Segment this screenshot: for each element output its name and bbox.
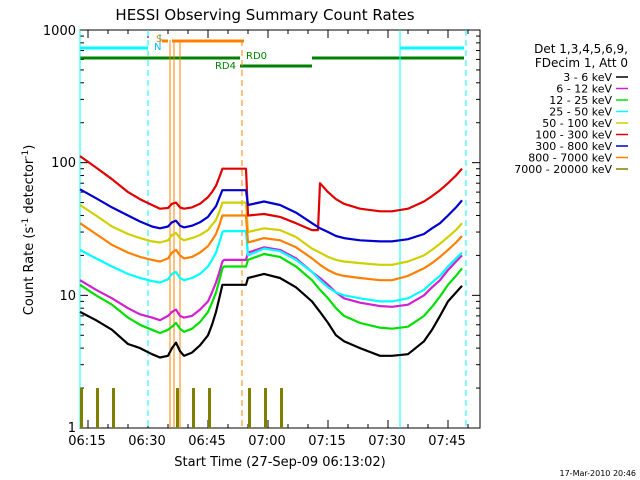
- overlay-label: RD0: [246, 51, 267, 62]
- series-line: [79, 246, 463, 322]
- x-tick-label: 07:30: [368, 434, 405, 449]
- y-tick-label: 1000: [43, 24, 76, 39]
- legend-label: 25 - 50 keV: [549, 106, 612, 119]
- series-line: [79, 214, 463, 282]
- series-line: [79, 201, 463, 266]
- legend-header-line: Det 1,3,4,5,6,9,: [534, 42, 628, 56]
- series-line: [79, 272, 463, 359]
- legend-label: 3 - 6 keV: [563, 71, 612, 84]
- y-axis-labels: 1000 100 10 1: [43, 24, 76, 436]
- series-bar: [96, 388, 99, 428]
- legend-label: 7000 - 20000 keV: [514, 163, 612, 176]
- series-bar: [208, 388, 211, 428]
- legend-label: 6 - 12 keV: [556, 83, 612, 96]
- series-bar: [264, 388, 267, 428]
- series-bar: [112, 388, 115, 428]
- x-tick-label: 06:45: [188, 434, 225, 449]
- series-bar: [248, 388, 251, 428]
- plot-area: RD0 RD4 SN: [79, 29, 481, 429]
- series-line: [79, 252, 463, 335]
- x-axis-labels: 06:15 06:30 06:45 07:00 07:15 07:30 07:4…: [68, 434, 465, 449]
- x-axis-label: Start Time (27-Sep-09 06:13:02): [174, 455, 385, 470]
- plot-date-stamp: 17-Mar-2010 20:46: [560, 469, 637, 478]
- legend-label: 50 - 100 keV: [542, 117, 612, 130]
- axis-ticks: [80, 30, 480, 429]
- chart-title: HESSI Observing Summary Count Rates: [115, 6, 414, 24]
- legend-label: 800 - 7000 keV: [528, 152, 612, 165]
- series-bar: [192, 388, 195, 428]
- series-line: [79, 188, 463, 243]
- y-tick-label: 1: [68, 421, 76, 436]
- series-line: [79, 230, 463, 303]
- series-bar: [176, 388, 179, 428]
- x-tick-label: 07:00: [248, 434, 285, 449]
- legend-header-line: FDecim 1, Att 0: [535, 56, 628, 70]
- x-tick-label: 07:15: [308, 434, 345, 449]
- legend: Det 1,3,4,5,6,9, FDecim 1, Att 0 3 - 6 k…: [514, 42, 628, 176]
- overlay-label: S: [156, 34, 162, 45]
- series-bar: [80, 388, 83, 428]
- legend-label: 100 - 300 keV: [535, 129, 612, 142]
- overlay-label: N: [154, 42, 161, 53]
- y-axis-label: Count Rate (s-1 detector-1): [21, 145, 37, 316]
- x-tick-label: 06:30: [128, 434, 165, 449]
- legend-label: 300 - 800 keV: [535, 140, 612, 153]
- series-layer: [79, 155, 463, 428]
- series-line: [79, 155, 463, 232]
- overlay-label: RD4: [215, 61, 236, 72]
- legend-label: 12 - 25 keV: [549, 94, 612, 107]
- y-tick-label: 100: [51, 156, 76, 171]
- x-tick-label: 07:45: [428, 434, 465, 449]
- series-bar: [280, 388, 283, 428]
- y-tick-label: 10: [59, 289, 76, 304]
- x-tick-label: 06:15: [68, 434, 105, 449]
